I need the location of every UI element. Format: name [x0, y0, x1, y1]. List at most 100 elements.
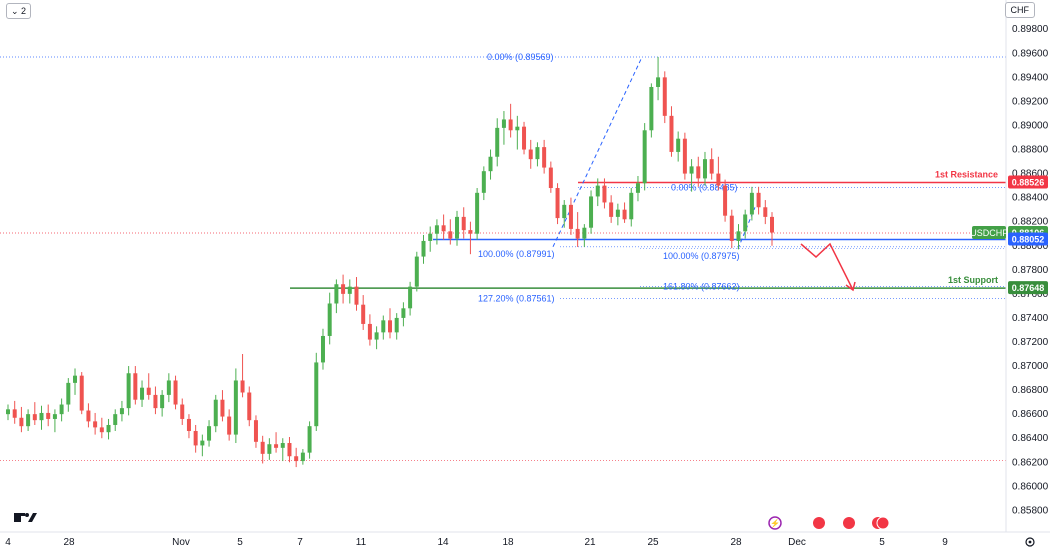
candle-body — [133, 373, 138, 400]
x-tick-label: Nov — [172, 537, 190, 548]
candle — [642, 123, 647, 191]
candle — [441, 214, 446, 240]
candle-body — [327, 303, 332, 336]
candle — [267, 438, 272, 460]
candle — [622, 202, 627, 223]
candle — [702, 151, 707, 186]
candle-body — [207, 426, 212, 441]
settings-gear-icon[interactable] — [1025, 537, 1035, 547]
candle-body — [260, 441, 265, 454]
candle — [79, 372, 84, 415]
candle — [320, 328, 325, 370]
candle — [213, 394, 218, 433]
candle — [361, 295, 366, 330]
candle-body — [341, 284, 346, 294]
y-tick-label: 0.88600 — [1012, 169, 1049, 180]
candle — [448, 219, 453, 245]
candle-body — [669, 115, 674, 152]
y-tick-label: 0.89400 — [1012, 72, 1049, 83]
candle — [495, 118, 500, 167]
candle — [455, 210, 460, 246]
candle-body — [736, 231, 741, 241]
candle — [709, 148, 714, 180]
candle — [615, 203, 620, 226]
indicator-toggle[interactable]: ⌄ 2 — [6, 3, 32, 19]
fib-label: 0.00% (0.89569) — [487, 52, 554, 62]
lightning-event-icon[interactable] — [768, 516, 782, 530]
fib-label: 0.00% (0.88485) — [671, 182, 738, 192]
candle-body — [629, 192, 634, 220]
us-flag-event-icon[interactable] — [813, 517, 825, 529]
us-flag-event-icon[interactable] — [876, 516, 890, 530]
y-tick-label: 0.87800 — [1012, 265, 1049, 276]
candle-body — [743, 214, 748, 232]
candle — [153, 386, 158, 415]
candle-body — [414, 256, 419, 287]
candle — [186, 414, 191, 439]
candle-body — [173, 380, 178, 405]
candle — [140, 380, 145, 407]
candle — [19, 406, 24, 433]
candle — [696, 156, 701, 187]
x-tick-label: 18 — [502, 537, 514, 548]
candle — [12, 400, 17, 424]
candle — [327, 292, 332, 345]
candle-body — [763, 207, 768, 217]
candle-body — [689, 166, 694, 174]
candle-body — [702, 159, 707, 179]
candle-body — [294, 456, 299, 462]
y-tick-label: 0.88000 — [1012, 241, 1049, 252]
candle — [220, 390, 225, 422]
fib-label: 127.20% (0.87561) — [478, 294, 555, 304]
candle — [354, 277, 359, 311]
candle — [756, 186, 761, 215]
y-tick-label: 0.87200 — [1012, 337, 1049, 348]
candle — [388, 308, 392, 339]
y-tick-label: 0.86600 — [1012, 409, 1049, 420]
candle — [166, 373, 171, 403]
candle — [173, 375, 178, 410]
currency-selector[interactable]: CHF — [1004, 2, 1035, 18]
candle — [609, 195, 614, 223]
y-tick-label: 0.87600 — [1012, 289, 1049, 300]
tradingview-logo — [14, 513, 37, 522]
us-flag-event-icon[interactable] — [843, 517, 855, 529]
x-tick-label: 9 — [942, 537, 948, 548]
event-icons[interactable]: ⚡ — [768, 516, 890, 530]
candle-body — [522, 126, 527, 150]
candle-body — [488, 156, 493, 172]
candle — [381, 315, 386, 340]
candle-body — [153, 394, 158, 409]
candle-body — [723, 185, 728, 216]
y-tick-label: 0.88400 — [1012, 193, 1049, 204]
candle — [133, 366, 138, 405]
candle-body — [709, 159, 714, 174]
candle-body — [347, 286, 352, 294]
candle — [635, 175, 640, 202]
candle-body — [609, 202, 614, 217]
candle — [341, 274, 346, 304]
candle-body — [193, 430, 198, 446]
candle — [93, 412, 98, 435]
candle-body — [274, 444, 279, 448]
candle — [649, 83, 654, 138]
blue-price-tag-bg — [1008, 232, 1048, 246]
candle — [468, 221, 473, 255]
candle — [160, 390, 165, 417]
candle — [280, 438, 285, 462]
candle — [481, 166, 486, 201]
x-tick-label: 21 — [584, 537, 596, 548]
candle-body — [32, 414, 37, 421]
y-tick-label: 0.89000 — [1012, 120, 1049, 131]
candle-body — [46, 412, 51, 419]
candle — [126, 366, 131, 416]
candle — [729, 209, 734, 249]
candle — [595, 178, 600, 207]
candle-body — [388, 320, 392, 333]
candle — [253, 415, 258, 448]
candle-body — [515, 126, 520, 131]
candle-body — [481, 171, 486, 193]
candle-body — [240, 380, 245, 393]
candle-body — [448, 231, 453, 239]
